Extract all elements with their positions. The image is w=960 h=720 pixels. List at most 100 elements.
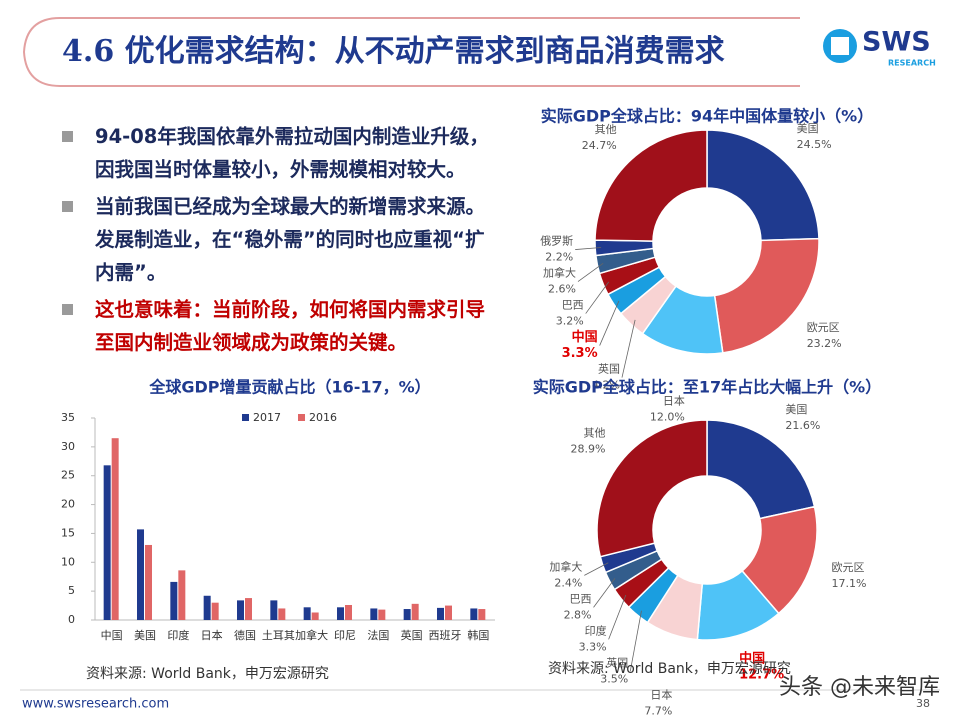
bullet: 当前我国已经成为全球最大的新增需求来源。发展制造业，在“稳外需”的同时也应重视“… bbox=[58, 190, 503, 289]
logo-subtext: RESEARCH bbox=[888, 59, 936, 68]
donut-slice bbox=[594, 129, 708, 242]
footer-url: www.swsresearch.com bbox=[22, 697, 169, 712]
slice-value: 7.7% bbox=[644, 704, 672, 717]
x-tick-label: 印度 bbox=[167, 628, 189, 642]
slice-value: 2.4% bbox=[554, 576, 582, 589]
bar bbox=[470, 608, 478, 620]
slice-value: 28.9% bbox=[571, 442, 606, 455]
leader-line bbox=[577, 263, 604, 282]
slide-title: 4.6 优化需求结构：从不动产需求到商品消费需求 bbox=[62, 34, 725, 69]
slice-label: 欧元区 bbox=[832, 561, 865, 574]
slice-label: 中国 bbox=[739, 651, 765, 667]
source-note: 资料来源: World Bank，申万宏源研究 bbox=[86, 666, 329, 682]
x-tick-label: 美国 bbox=[134, 629, 156, 642]
bar bbox=[445, 605, 452, 620]
slice-label: 欧元区 bbox=[807, 321, 840, 334]
y-tick-label: 5 bbox=[68, 584, 75, 597]
slice-label: 其他 bbox=[583, 426, 605, 439]
bar bbox=[370, 608, 378, 620]
leader-line bbox=[593, 578, 616, 608]
leader-line bbox=[584, 562, 609, 576]
header-frame bbox=[22, 17, 800, 87]
x-tick-label: 加拿大 bbox=[295, 628, 328, 642]
leader-line bbox=[629, 610, 642, 672]
donut-slice bbox=[713, 237, 820, 354]
slice-label: 日本 bbox=[650, 687, 672, 701]
y-tick-label: 30 bbox=[61, 440, 75, 453]
slice-value: 3.3% bbox=[579, 640, 607, 653]
slice-label: 美国 bbox=[797, 122, 819, 135]
bullet: 这也意味着：当前阶段，如何将国内需求引导至国内制造业领域成为政策的关键。 bbox=[58, 293, 503, 359]
bar bbox=[103, 465, 111, 620]
bar bbox=[145, 544, 152, 620]
bullet: 94-08年我国依靠外需拉动国内制造业升级，因我国当时体量较小，外需规模相对较大… bbox=[58, 120, 503, 186]
legend-label: 2017 bbox=[253, 411, 281, 424]
bar bbox=[437, 607, 444, 620]
bar bbox=[203, 595, 211, 620]
bar bbox=[337, 607, 344, 620]
slice-value: 2.6% bbox=[548, 283, 576, 296]
bar bbox=[245, 598, 252, 620]
chart-title: 全球GDP增量贡献占比（16-17，%） bbox=[148, 378, 430, 397]
slice-value: 17.1% bbox=[832, 577, 867, 590]
slice-value: 3.5% bbox=[600, 672, 628, 685]
x-tick-label: 德国 bbox=[234, 628, 256, 642]
bar bbox=[211, 602, 219, 620]
y-tick-label: 20 bbox=[61, 498, 75, 511]
x-tick-label: 日本 bbox=[201, 628, 223, 642]
leader-line bbox=[608, 594, 627, 640]
slice-label: 巴西 bbox=[562, 299, 584, 312]
chart-title: 实际GDP全球占比：94年中国体量较小（%） bbox=[541, 107, 873, 126]
slice-label: 印度 bbox=[585, 623, 607, 637]
y-tick-label: 15 bbox=[61, 526, 75, 539]
x-tick-label: 韩国 bbox=[467, 628, 489, 642]
slice-value: 24.5% bbox=[797, 138, 832, 151]
legend-swatch bbox=[242, 414, 249, 421]
slice-value: 2.2% bbox=[545, 251, 573, 264]
y-tick-label: 35 bbox=[61, 411, 75, 424]
bar bbox=[270, 600, 278, 620]
legend-swatch bbox=[298, 414, 305, 421]
bar bbox=[303, 607, 311, 620]
slice-value: 3.3% bbox=[562, 346, 598, 361]
x-tick-label: 英国 bbox=[401, 628, 423, 642]
slice-label: 其他 bbox=[595, 123, 617, 136]
slice-label: 英国 bbox=[598, 362, 620, 376]
bar bbox=[137, 529, 144, 620]
bar bbox=[237, 600, 244, 620]
slice-label: 美国 bbox=[785, 403, 807, 416]
watermark: 头条 @未来智库 bbox=[779, 675, 940, 700]
slice-value: 12.0% bbox=[650, 411, 685, 424]
bar bbox=[178, 570, 186, 620]
bar bbox=[111, 438, 119, 620]
bar bbox=[403, 609, 411, 620]
leader-line bbox=[621, 319, 636, 378]
slice-value: 24.7% bbox=[582, 139, 617, 152]
chart-title: 实际GDP全球占比：至17年占比大幅上升（%） bbox=[533, 378, 881, 397]
leader-line bbox=[575, 247, 602, 250]
slice-label: 中国 bbox=[572, 329, 598, 345]
slice-label: 巴西 bbox=[570, 592, 592, 605]
logo: SWS RESEARCH bbox=[823, 27, 936, 68]
legend-label: 2016 bbox=[309, 411, 337, 424]
logo-text: SWS bbox=[862, 27, 931, 58]
bar bbox=[278, 608, 286, 620]
donut-slice bbox=[706, 419, 816, 520]
bar bbox=[411, 603, 419, 620]
x-tick-label: 法国 bbox=[367, 628, 389, 642]
bar bbox=[345, 604, 352, 620]
slice-label: 日本 bbox=[663, 394, 685, 408]
page-number: 38 bbox=[916, 697, 930, 710]
slice-value: 2.8% bbox=[564, 608, 592, 621]
slice-value: 23.2% bbox=[807, 337, 842, 350]
x-tick-label: 土耳其 bbox=[262, 629, 295, 642]
slice-value: 12.7% bbox=[739, 668, 784, 683]
donut-slice bbox=[706, 129, 820, 242]
slice-label: 加拿大 bbox=[549, 559, 582, 573]
y-tick-label: 0 bbox=[68, 613, 75, 626]
bar bbox=[478, 609, 486, 620]
x-tick-label: 印尼 bbox=[334, 629, 356, 642]
bar bbox=[170, 581, 178, 620]
